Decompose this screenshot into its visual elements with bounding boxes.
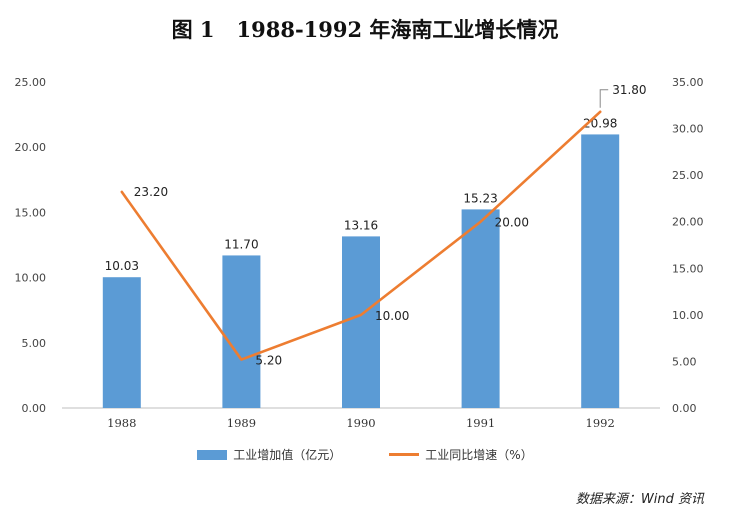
left-axis-tick-label: 10.00 [15,272,47,285]
bar-data-label: 15.23 [463,191,497,205]
line-data-label: 31.80 [612,83,646,97]
legend-line-label: 工业同比增速（%） [425,448,533,462]
x-axis-tick-label: 1992 [586,416,615,430]
chart-title: 图 1 1988-1992 年海南工业增长情况 [0,14,730,44]
x-axis-tick-label: 1989 [227,416,256,430]
left-axis-tick-label: 20.00 [15,141,47,154]
figure-number: 图 1 [171,17,215,42]
line-data-label: 23.20 [134,185,168,199]
bar-data-label: 10.03 [105,259,139,273]
legend-item-line: 工业同比增速（%） [389,446,533,463]
x-axis-tick-label: 1988 [107,416,136,430]
left-axis-tick-label: 15.00 [15,206,47,219]
title-text: 1988-1992 年海南工业增长情况 [236,17,559,42]
left-axis-tick-label: 25.00 [15,76,47,89]
bar [461,209,500,408]
right-axis-tick-label: 5.00 [672,355,697,368]
data-label-leader [599,89,609,108]
line-data-label: 5.20 [255,354,282,368]
data-source: 数据来源：Wind 资讯 [575,492,704,507]
left-axis-tick-label: 5.00 [22,337,47,350]
legend-item-bar: 工业增加值（亿元） [197,446,341,463]
right-axis-tick-label: 30.00 [672,123,704,136]
right-axis-tick-label: 35.00 [672,76,704,89]
right-axis-tick-label: 10.00 [672,309,704,322]
right-axis-tick-label: 20.00 [672,216,704,229]
x-axis-tick-label: 1991 [466,416,495,430]
x-axis-tick-label: 1990 [346,416,375,430]
bar [102,277,141,408]
line-data-label: 10.00 [375,309,409,323]
left-axis-tick-label: 0.00 [22,402,47,415]
right-axis-tick-label: 15.00 [672,262,704,275]
bar-data-label: 11.70 [224,237,258,251]
legend-bar-label: 工业增加值（亿元） [233,448,342,462]
bar-data-label: 13.16 [344,218,378,232]
line-series-growth [120,110,602,361]
right-axis-tick-label: 0.00 [672,402,697,415]
chart-legend: 工业增加值（亿元） 工业同比增速（%） [0,446,730,463]
bar [581,134,620,408]
legend-bar-swatch [197,449,228,460]
bar [342,236,380,408]
line-data-label: 20.00 [495,216,529,230]
bar [222,255,261,408]
right-axis-tick-label: 25.00 [672,169,704,182]
legend-line-swatch [389,453,420,456]
